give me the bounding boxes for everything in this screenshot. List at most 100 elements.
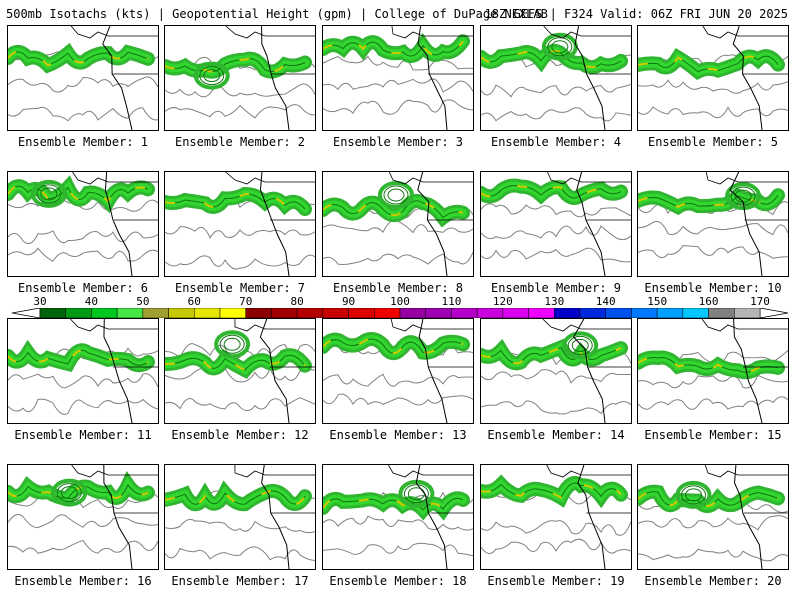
colorbar-bin [631,308,658,318]
vortex-contour [571,338,589,352]
height-contour [481,400,631,415]
vortex-contour [680,485,706,505]
coastline [102,26,133,130]
colorbar-bin [271,308,298,318]
coastline [104,172,133,276]
jet-core [638,356,779,374]
coastline-north [543,26,631,39]
vortex-contour [30,179,67,208]
coastline-north [70,26,158,39]
colorbar-bin [296,308,324,318]
coastline-north [542,319,631,332]
vortex-contour [223,337,241,351]
map-plot [323,465,473,569]
map-plot [481,26,631,130]
jet-core [8,349,149,367]
ensemble-member-map [322,464,474,570]
vortex-contour [562,331,599,360]
map-plot [481,319,631,423]
height-contour [323,515,473,531]
colorbar-bin [91,308,118,318]
vortex-contour [60,486,78,500]
jet-stream-streamline [481,482,622,499]
ensemble-member-map [637,25,789,131]
ensemble-member-map [637,464,789,570]
colorbar-bin [656,308,684,318]
colorbar-bin [502,308,529,318]
height-contour [8,514,158,529]
ensemble-member-label: Ensemble Member: 15 [644,428,782,442]
colorbar-bin [219,308,246,318]
ensemble-member-label: Ensemble Member: 4 [490,135,622,149]
colorbar-bin [168,308,195,318]
colorbar-bin [425,308,452,318]
height-contour [323,219,473,234]
jet-core [481,49,622,69]
ensemble-member-label: Ensemble Member: 2 [174,135,306,149]
vortex-contour [51,478,88,507]
jet-core [8,482,149,500]
coastline-north [71,465,158,478]
colorbar-tick-label: 80 [290,295,304,308]
colorbar-bin [65,308,92,318]
colorbar-bin [245,308,272,318]
height-contour [8,398,158,415]
ensemble-member-label: Ensemble Member: 9 [490,281,622,295]
colorbar-bin [39,308,66,318]
colorbar-tick-label: 110 [441,295,462,308]
ensemble-member-label: Ensemble Member: 6 [17,281,149,295]
vortex-contour [567,335,593,355]
colorbar-bin [528,308,555,318]
colorbar-tick-label: 130 [544,295,565,308]
coastline-north [234,319,315,332]
vortex-contour [199,66,225,86]
colorbar-tick-label: 60 [187,295,201,308]
ensemble-member-label: Ensemble Member: 8 [332,281,464,295]
height-contour [8,247,158,262]
height-contour [165,546,315,561]
height-contour [638,396,788,410]
ensemble-member-map [7,171,159,277]
map-plot [638,319,788,423]
height-contour [323,78,473,93]
vortex-contour [377,181,414,210]
colorbar-bin [194,308,221,318]
vortex-contour [675,480,712,509]
height-contour [8,76,158,93]
jet-stream-streamline [481,185,622,199]
height-contour [8,106,158,122]
colorbar-bin [451,308,478,318]
height-contour [323,99,473,115]
colorbar-tick-label: 150 [647,295,668,308]
vortex-contour [551,40,569,54]
height-contour [8,539,158,554]
map-plot [165,465,315,569]
coastline-north [70,319,158,332]
colorbar-tick-label: 50 [136,295,150,308]
height-contour [165,104,315,119]
ensemble-member-label: Ensemble Member: 18 [329,574,467,588]
height-contour [165,226,315,239]
height-contour [323,393,473,406]
vortex-contour [403,484,429,504]
jet-stream-streamline [165,490,306,505]
colorbar-bin [116,308,144,318]
map-plot [481,172,631,276]
jet-stream-streamline [165,354,306,371]
ensemble-member-label: Ensemble Member: 14 [487,428,625,442]
ensemble-member-map [637,318,789,424]
coastline-north [546,465,631,478]
jet-core [638,55,779,73]
colorbar-tick-label: 40 [84,295,99,308]
jet-core [8,50,149,67]
colorbar-tick-label: 100 [390,295,410,308]
ensemble-member-map [322,318,474,424]
vortex-contour [387,188,405,202]
colorbar-bin [142,308,169,318]
colorbar-bin [374,308,401,318]
height-contour [481,203,631,218]
ensemble-member-label: Ensemble Member: 7 [174,281,306,295]
colorbar-bin [708,308,735,318]
height-contour [638,220,788,236]
map-plot [323,172,473,276]
